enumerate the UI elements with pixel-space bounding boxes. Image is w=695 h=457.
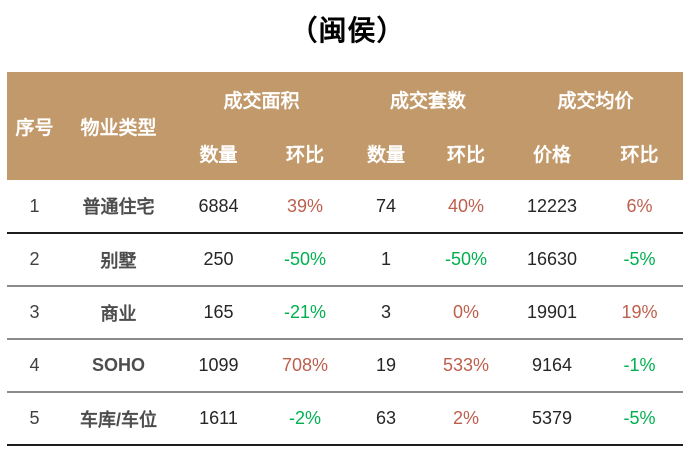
price-header: 价格 bbox=[508, 126, 597, 180]
price-mom-cell: -5% bbox=[623, 249, 656, 269]
property-type-column-header: 物业类型 bbox=[62, 72, 175, 180]
price-cell: 12223 bbox=[527, 195, 578, 216]
area-mom-cell: -2% bbox=[289, 408, 322, 428]
area-mom-header: 环比 bbox=[262, 126, 349, 180]
units-mom-cell: 533% bbox=[443, 355, 490, 375]
area-qty-cell: 1611 bbox=[199, 408, 238, 428]
property-type-cell: 普通住宅 bbox=[82, 197, 155, 217]
price-mom-cell: -1% bbox=[623, 355, 656, 375]
area-qty-cell: 6884 bbox=[198, 195, 239, 216]
serial-column-header: 序号 bbox=[7, 72, 62, 180]
serial-cell: 5 bbox=[29, 408, 40, 428]
price-cell: 5379 bbox=[532, 408, 573, 428]
price-mom-cell: 6% bbox=[626, 195, 653, 216]
group-header-units: 成交套数 bbox=[348, 72, 509, 126]
group-header-price: 成交均价 bbox=[508, 72, 684, 126]
price-cell: 19901 bbox=[527, 302, 578, 322]
price-mom-header: 环比 bbox=[596, 126, 684, 180]
area-qty-cell: 1099 bbox=[198, 355, 239, 375]
property-type-cell: 商业 bbox=[100, 303, 137, 324]
header-group-row: 序号 物业类型 成交面积 成交套数 成交均价 bbox=[7, 72, 684, 180]
area-mom-cell: 39% bbox=[286, 195, 324, 216]
area-qty-cell: 250 bbox=[203, 249, 234, 269]
units-mom-header: 环比 bbox=[424, 126, 509, 180]
units-qty-cell: 19 bbox=[376, 355, 397, 375]
page-title: （闽侯） bbox=[289, 15, 406, 46]
price-mom-cell: -5% bbox=[623, 408, 656, 428]
table-row: 2 别墅 250 -50% 1 -50% 16630 -5% bbox=[7, 233, 684, 286]
price-cell: 9164 bbox=[532, 355, 573, 375]
units-mom-cell: 40% bbox=[448, 195, 485, 216]
serial-cell: 3 bbox=[29, 302, 40, 322]
property-type-cell: SOHO bbox=[91, 355, 145, 375]
table-row: 4 SOHO 1099 708% 19 533% 9164 -1% bbox=[7, 339, 684, 392]
units-qty-cell: 1 bbox=[381, 249, 392, 269]
group-header-area: 成交面积 bbox=[175, 72, 349, 126]
units-mom-cell: 0% bbox=[453, 302, 480, 322]
transactions-table: 序号 物业类型 成交面积 成交套数 成交均价 数量 环比 数量 环比 价格 环比… bbox=[7, 72, 684, 446]
table-header: 序号 物业类型 成交面积 成交套数 成交均价 数量 环比 数量 环比 价格 环比 bbox=[7, 72, 684, 180]
area-mom-cell: -21% bbox=[283, 302, 327, 322]
area-mom-cell: 708% bbox=[281, 355, 329, 375]
table-row: 3 商业 165 -21% 3 0% 19901 19% bbox=[7, 286, 684, 339]
units-qty-cell: 3 bbox=[381, 302, 392, 322]
units-qty-cell: 63 bbox=[376, 408, 397, 428]
units-mom-cell: -50% bbox=[445, 249, 488, 269]
table-row: 5 车库/车位 1611 -2% 63 2% 5379 -5% bbox=[7, 392, 684, 445]
table-row: 1 普通住宅 6884 39% 74 40% 12223 6% bbox=[7, 180, 684, 233]
price-cell: 16630 bbox=[527, 249, 578, 269]
area-mom-cell: -50% bbox=[283, 249, 327, 269]
units-qty-header: 数量 bbox=[348, 126, 425, 180]
price-mom-cell: 19% bbox=[621, 302, 658, 322]
header-sub-row: 数量 环比 数量 环比 价格 环比 bbox=[7, 126, 684, 180]
units-qty-cell: 74 bbox=[376, 195, 397, 216]
area-qty-header: 数量 bbox=[175, 126, 262, 180]
property-type-cell: 别墅 bbox=[100, 250, 137, 271]
area-qty-cell: 165 bbox=[203, 302, 234, 322]
serial-cell: 1 bbox=[29, 195, 40, 216]
property-type-cell: 车库/车位 bbox=[79, 409, 157, 430]
serial-cell: 2 bbox=[29, 249, 40, 269]
serial-cell: 4 bbox=[29, 355, 40, 375]
table-body: 1 普通住宅 6884 39% 74 40% 12223 6% 2 别墅 250… bbox=[7, 180, 684, 445]
units-mom-cell: 2% bbox=[453, 408, 480, 428]
